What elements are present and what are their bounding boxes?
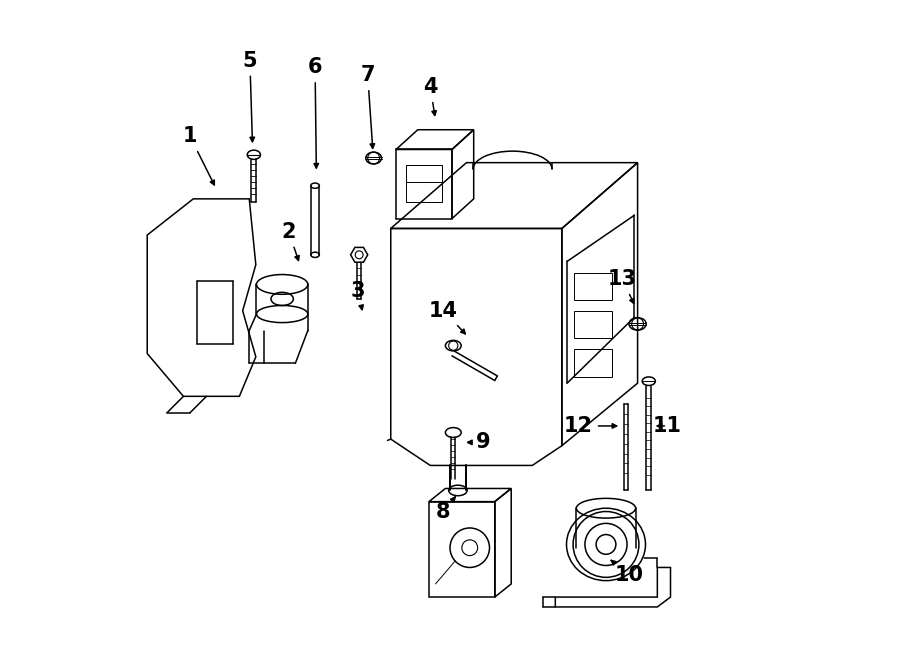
Text: 8: 8 <box>436 497 455 522</box>
Text: 3: 3 <box>351 281 365 309</box>
Text: 10: 10 <box>611 561 644 586</box>
Bar <box>573 349 612 377</box>
Bar <box>573 272 612 300</box>
Text: 14: 14 <box>429 301 465 334</box>
Text: 1: 1 <box>183 126 214 185</box>
Ellipse shape <box>310 253 320 257</box>
Text: 11: 11 <box>652 416 681 436</box>
Text: 7: 7 <box>361 65 375 148</box>
Text: 4: 4 <box>423 77 437 116</box>
Bar <box>573 311 612 338</box>
Text: 9: 9 <box>468 432 490 452</box>
Text: 13: 13 <box>608 269 637 303</box>
Ellipse shape <box>310 183 320 188</box>
Text: 6: 6 <box>308 58 322 168</box>
Text: 5: 5 <box>243 51 257 141</box>
Text: 2: 2 <box>282 222 299 260</box>
Text: 12: 12 <box>564 416 616 436</box>
